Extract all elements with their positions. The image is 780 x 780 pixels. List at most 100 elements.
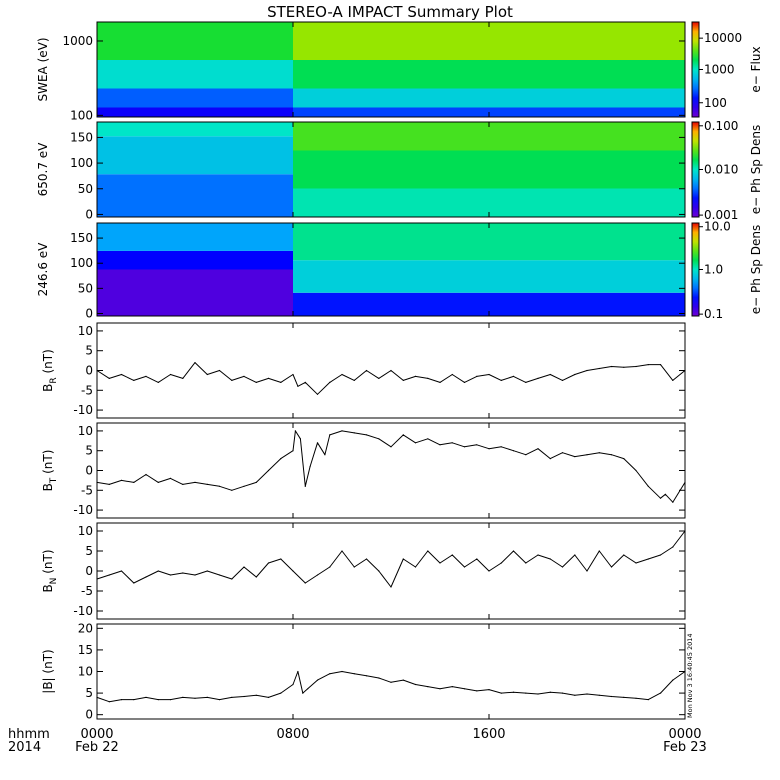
- data-point: [145, 375, 147, 377]
- data-point: [206, 570, 208, 572]
- spectrogram-band: [97, 269, 293, 316]
- y-tick-label: -10: [73, 403, 93, 417]
- y-tick-label: -5: [81, 584, 93, 598]
- spectrogram-band: [293, 223, 685, 261]
- data-point: [664, 493, 667, 495]
- y-tick-label: 20: [78, 621, 93, 635]
- y-label-base: |B|: [41, 677, 55, 693]
- data-point: [255, 694, 257, 696]
- data-point: [439, 688, 441, 690]
- data-point: [647, 364, 649, 366]
- data-point: [133, 379, 135, 381]
- colorbar-tick-label: 100: [704, 96, 727, 110]
- data-point: [451, 373, 453, 376]
- x-row-label: hhmm: [8, 727, 50, 742]
- data-point: [402, 434, 404, 436]
- y-label-subscript: N: [49, 578, 59, 585]
- data-point: [512, 691, 515, 693]
- spectrogram-panel-1: 100 1000 SWEA (eV) 100 1000 10000 e− Flux: [36, 21, 763, 122]
- data-point: [267, 469, 270, 472]
- y-tick-label: 150: [70, 130, 93, 144]
- colorbar-tick-label: 10.0: [704, 220, 731, 234]
- data-point: [476, 375, 478, 377]
- colorbar: [691, 21, 700, 118]
- y-tick-label: -5: [81, 483, 93, 497]
- data-point: [280, 692, 282, 694]
- y-tick-label: 1000: [62, 34, 93, 48]
- data-point: [292, 450, 294, 452]
- data-point: [659, 497, 662, 499]
- data-point: [120, 479, 123, 481]
- data-point: [427, 377, 429, 379]
- data-point: [307, 688, 309, 690]
- data-point: [476, 444, 478, 446]
- spectrogram-panel-2: 0 50 100 150 650.7 eV 0.001 0.010 0.100 e− Ph Sp…: [36, 119, 763, 222]
- chart-title: STEREO-A IMPACT Summary Plot: [267, 3, 513, 21]
- data-point: [316, 679, 319, 681]
- spectrogram-band: [97, 60, 293, 89]
- data-point: [512, 450, 515, 452]
- y-axis-label: BN (nT): [41, 549, 59, 592]
- colorbar-tick-label: 0.1: [704, 307, 723, 321]
- data-point: [353, 379, 355, 381]
- series-line: [96, 530, 686, 588]
- data-point: [537, 377, 539, 379]
- data-point: [684, 481, 686, 483]
- data-point: [390, 586, 392, 588]
- y-tick-label: 15: [78, 643, 93, 657]
- spectrogram-panel-3: 0 50 100 150 246.6 eV 0.1 1.0 10.0 e− Ph Sp Dens: [36, 220, 763, 321]
- panel-frame: [96, 121, 686, 218]
- data-point: [463, 446, 466, 448]
- y-tick-label: 50: [78, 281, 93, 295]
- data-point: [586, 369, 588, 372]
- data-point: [96, 578, 98, 580]
- data-point: [329, 434, 331, 436]
- data-point: [623, 366, 625, 368]
- y-tick-label: 10: [78, 424, 93, 438]
- data-point: [297, 385, 299, 387]
- data-point: [525, 454, 527, 456]
- data-point: [316, 574, 319, 576]
- y-tick-label: 5: [85, 686, 93, 700]
- data-point: [169, 477, 172, 479]
- data-point: [96, 369, 98, 372]
- x-year-label: 2014: [8, 740, 41, 755]
- y-tick-label: 5: [85, 444, 93, 458]
- data-point: [255, 481, 257, 483]
- data-point: [292, 373, 294, 376]
- data-point: [194, 697, 196, 699]
- data-point: [610, 454, 613, 456]
- data-point: [169, 574, 172, 576]
- data-point: [561, 566, 564, 568]
- data-point: [635, 469, 637, 472]
- data-point: [157, 570, 159, 572]
- line-panel-4: 0 5 10 15 20 |B| (nT): [41, 621, 686, 722]
- data-point: [635, 365, 637, 368]
- data-point: [365, 369, 368, 372]
- data-point: [451, 442, 453, 444]
- data-point: [329, 673, 331, 675]
- data-point: [133, 699, 135, 701]
- spectrogram-band: [97, 122, 293, 137]
- y-axis-label: 246.6 eV: [36, 242, 50, 297]
- data-point: [353, 432, 355, 434]
- y-tick-label: 5: [85, 544, 93, 558]
- data-point: [133, 582, 135, 584]
- data-point: [488, 570, 490, 572]
- data-point: [549, 691, 551, 693]
- colorbar-tick-label: 0.010: [704, 163, 738, 177]
- data-point: [672, 501, 674, 503]
- spectrogram-band: [97, 88, 293, 108]
- spectrogram-band: [97, 22, 293, 60]
- data-point: [635, 697, 637, 699]
- series-line: [96, 671, 686, 703]
- data-point: [329, 566, 331, 568]
- data-point: [231, 489, 233, 491]
- data-point: [267, 377, 270, 379]
- data-point: [684, 670, 686, 673]
- data-point: [299, 438, 301, 440]
- data-point: [476, 558, 478, 560]
- colorbar-label: e− Flux: [749, 46, 763, 92]
- colorbar-tick-label: 0.100: [704, 119, 738, 133]
